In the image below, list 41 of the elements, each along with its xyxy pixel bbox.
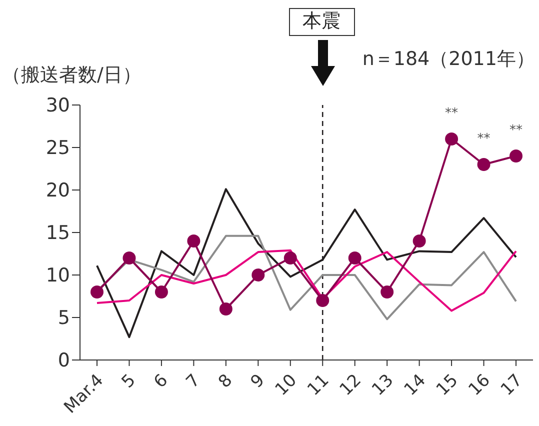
annotation: ** (510, 123, 523, 138)
x-tick-label: 8 (214, 370, 237, 392)
point (412, 234, 426, 248)
line-series (96, 249, 517, 312)
point (284, 252, 297, 264)
point (510, 150, 522, 162)
ref-line-label: 本震 (288, 8, 355, 36)
point (477, 158, 490, 171)
x-tick-label: 13 (368, 370, 398, 400)
y-tick-label: 20 (46, 180, 70, 202)
point (187, 234, 200, 248)
y-tick-label: 30 (46, 94, 70, 117)
x-tick-label: 6 (150, 370, 172, 392)
x-tick-label: 10 (272, 370, 301, 400)
point (445, 132, 458, 146)
y-axis-title: （搬送者数/日） (2, 63, 142, 88)
point (348, 252, 362, 264)
point (252, 268, 265, 282)
annotation: ** (445, 106, 459, 121)
point (90, 286, 104, 298)
y-tick-label: 25 (46, 137, 70, 160)
x-tick-label: 15 (432, 370, 462, 400)
annotation: ** (477, 132, 491, 146)
text: n＝184（2011年） (362, 47, 535, 72)
x-tick-label: 17 (497, 370, 527, 400)
x-tick-label: 9 (246, 370, 269, 392)
y-tick-label: 5 (58, 307, 70, 330)
point (122, 252, 136, 264)
x-tick-label: 7 (182, 370, 204, 392)
y-tick-label: 15 (46, 222, 70, 244)
x-tick-label: 11 (304, 370, 334, 400)
point (154, 286, 168, 298)
point (380, 286, 394, 298)
y-tick-label: 0 (58, 350, 70, 372)
y-tick-label: 10 (46, 264, 70, 287)
x-tick-label: 5 (118, 370, 140, 392)
x-tick-label: 16 (464, 370, 494, 400)
point (219, 302, 232, 316)
x-tick-label: 14 (400, 370, 430, 400)
point (316, 294, 330, 307)
x-tick-label: 12 (336, 370, 366, 400)
